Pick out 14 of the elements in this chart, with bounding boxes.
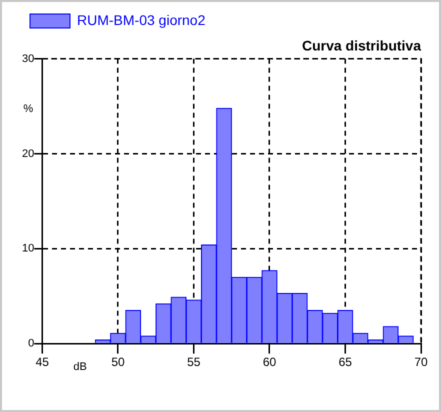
y-axis-title: % (23, 102, 34, 115)
x-tick-label: 65 (338, 355, 352, 370)
legend-label: RUM-BM-03 giorno2 (77, 12, 206, 28)
chart-title: Curva distributiva (302, 37, 422, 54)
x-tick-label: 70 (414, 355, 428, 370)
y-tick-label: 0 (28, 338, 34, 350)
x-tick-label: 45 (36, 355, 50, 370)
x-axis-title: dB (73, 361, 87, 374)
y-tick-label: 30 (22, 52, 34, 65)
x-tick-label: 50 (111, 355, 125, 370)
x-tick-label: 55 (187, 355, 201, 370)
y-tick-label: 20 (22, 148, 34, 160)
y-tick-label: 10 (22, 242, 34, 255)
x-tick-label: 60 (262, 355, 276, 370)
